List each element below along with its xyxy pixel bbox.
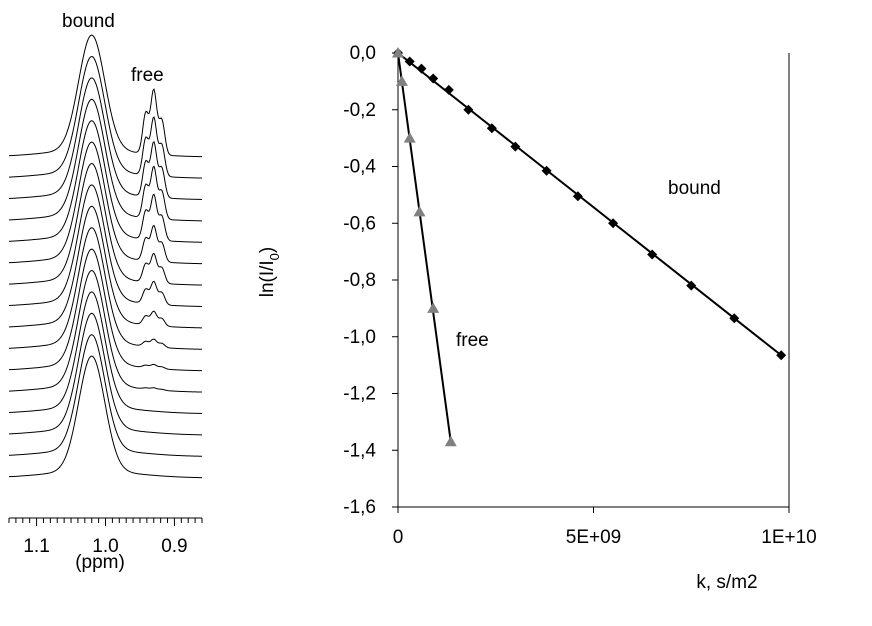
data-point-free <box>413 205 426 217</box>
data-point-bound <box>510 141 521 152</box>
fit-line-bound <box>397 52 782 357</box>
data-point-bound <box>416 63 427 74</box>
spectra-x-tick-label: 1.1 <box>23 536 49 557</box>
y-tick-label: -0,4 <box>343 157 376 178</box>
spectrum-trace <box>8 270 203 393</box>
data-point-bound <box>486 123 497 134</box>
x-tick-label: 5E+09 <box>566 527 621 548</box>
y-tick-label: -0,6 <box>343 213 376 234</box>
data-point-free <box>427 302 440 313</box>
spectrum-trace <box>8 120 203 243</box>
y-tick-label: -1,2 <box>343 384 376 405</box>
x-tick-label: 1E+10 <box>761 527 816 548</box>
spectra-x-tick-label: 0.9 <box>161 536 187 557</box>
y-ticks: 0,0 -0,2 -0,4 -0,6 -0,8 -1,0 -1,2 -1,4 -1,6 <box>343 43 398 518</box>
data-point-bound <box>686 280 697 291</box>
free-series-label: free <box>456 330 489 351</box>
data-point-bound <box>463 104 474 115</box>
y-tick-label: -1,4 <box>343 440 376 461</box>
data-point-bound <box>776 350 787 361</box>
data-point-bound <box>404 56 415 67</box>
free-peak-label: free <box>131 65 164 86</box>
spectrum-trace <box>8 184 203 307</box>
fit-line-free <box>397 52 452 442</box>
x-tick-label: 0 <box>393 527 404 548</box>
spectra-x-tick-label: 1.0 <box>92 536 118 557</box>
spectrum-trace <box>8 355 203 479</box>
data-point-free <box>403 132 416 143</box>
data-point-free <box>444 435 457 447</box>
spectrum-trace <box>8 98 203 222</box>
plot-series <box>392 47 787 447</box>
spectrum-trace <box>8 77 203 200</box>
data-point-bound <box>428 73 439 84</box>
data-point-bound <box>608 218 619 229</box>
spectrum-trace <box>8 141 203 265</box>
spectra-x-ticks <box>8 518 203 526</box>
data-point-bound <box>572 191 583 202</box>
x-ticks: 0 5E+09 1E+10 <box>393 507 817 548</box>
bound-series-label: bound <box>668 178 721 199</box>
data-point-bound <box>443 84 454 95</box>
bound-peak-label: bound <box>62 11 115 32</box>
spectrum-trace <box>8 291 203 414</box>
y-tick-label: -0,2 <box>343 100 376 121</box>
data-point-free <box>395 75 408 86</box>
spectrum-trace <box>8 34 203 158</box>
data-point-bound <box>729 313 740 324</box>
spectrum-trace <box>8 334 203 457</box>
data-point-bound <box>541 165 552 176</box>
spectra-x-tick-labels: 1.1 1.0 0.9 <box>23 536 187 557</box>
spectrum-trace <box>8 56 203 179</box>
spectrum-trace <box>8 227 203 350</box>
spectrum-trace <box>8 205 203 329</box>
spectrum-trace <box>8 163 203 286</box>
y-tick-label: -1,0 <box>343 327 376 348</box>
spectra-panel: bound free 1.1 1.0 0.9 (ppm) <box>8 11 203 573</box>
data-point-bound <box>647 249 658 260</box>
spectra-x-axis-label: (ppm) <box>75 552 125 573</box>
y-tick-label: -1,6 <box>343 497 376 518</box>
x-axis-label: k, s/m2 <box>696 572 757 593</box>
y-tick-label: 0,0 <box>350 43 376 64</box>
y-axis-label: ln(I/I0) <box>257 247 282 298</box>
spectrum-trace <box>8 312 203 436</box>
decay-plot: ln(I/I0) 0,0 -0,2 -0,4 -0,6 -0,8 -1,0 -1,2 -1,4… <box>257 43 817 593</box>
y-tick-label: -0,8 <box>343 270 376 291</box>
spectrum-trace <box>8 248 203 372</box>
data-point-free <box>392 47 404 58</box>
spectra-traces <box>8 34 203 479</box>
